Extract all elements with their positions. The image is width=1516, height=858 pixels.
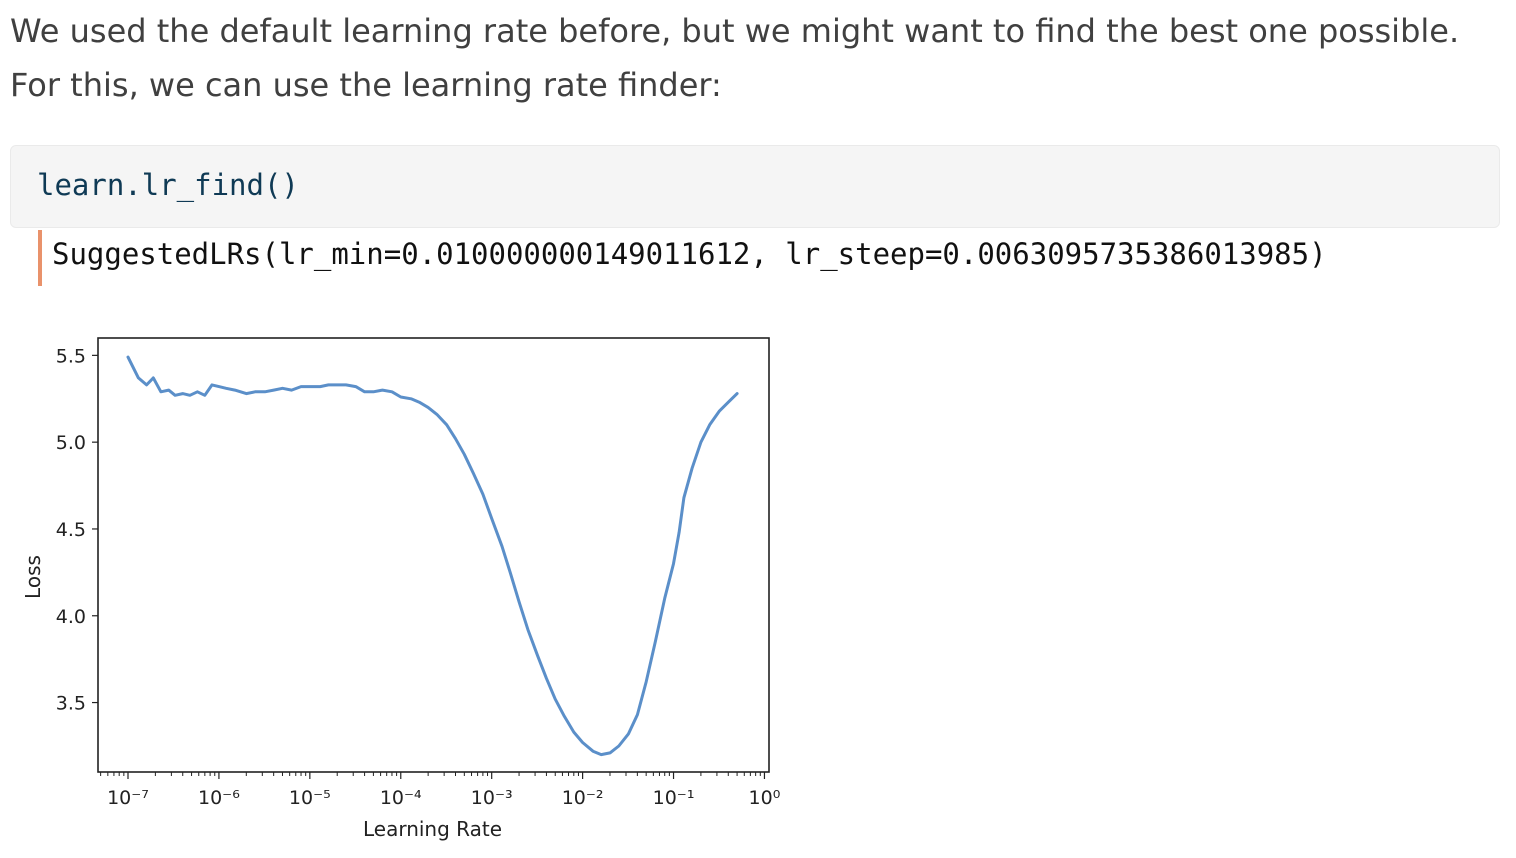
y-tick-label: 4.5 (56, 519, 86, 541)
y-axis-label: Loss (21, 555, 45, 599)
x-tick-label: 10⁻⁵ (289, 787, 331, 809)
x-tick-label: 10⁻² (562, 787, 604, 809)
x-tick-label: 10⁻³ (471, 787, 513, 809)
intro-paragraph: We used the default learning rate before… (10, 12, 1460, 104)
x-tick-label: 10⁻⁷ (107, 787, 149, 809)
plot-frame (97, 337, 770, 773)
output-accent-bar (38, 230, 42, 286)
lr-finder-chart: 3.5 4.0 4.5 5.0 5.5 10⁻⁷ 10⁻⁶ 10⁻⁵ 10⁻⁴ 10⁻³ 10⁻² 1… (21, 337, 781, 841)
y-tick-label: 5.0 (56, 432, 86, 454)
x-tick-label: 10⁻⁴ (380, 787, 422, 809)
x-axis-label: Learning Rate (363, 817, 502, 841)
y-tick-label: 5.5 (56, 345, 86, 367)
code-input-cell[interactable]: learn.lr_find() (10, 145, 1500, 228)
x-tick-label: 10⁻⁶ (198, 787, 240, 809)
loss-series-line (126, 355, 739, 757)
y-tick-label: 3.5 (56, 693, 86, 715)
x-tick-label: 10⁻¹ (653, 787, 695, 809)
x-tick-label: 10⁰ (749, 787, 781, 809)
y-tick-label: 4.0 (56, 606, 86, 628)
code-output: SuggestedLRs(lr_min=0.010000000149011612… (52, 237, 1327, 271)
code-input[interactable]: learn.lr_find() (37, 168, 299, 202)
